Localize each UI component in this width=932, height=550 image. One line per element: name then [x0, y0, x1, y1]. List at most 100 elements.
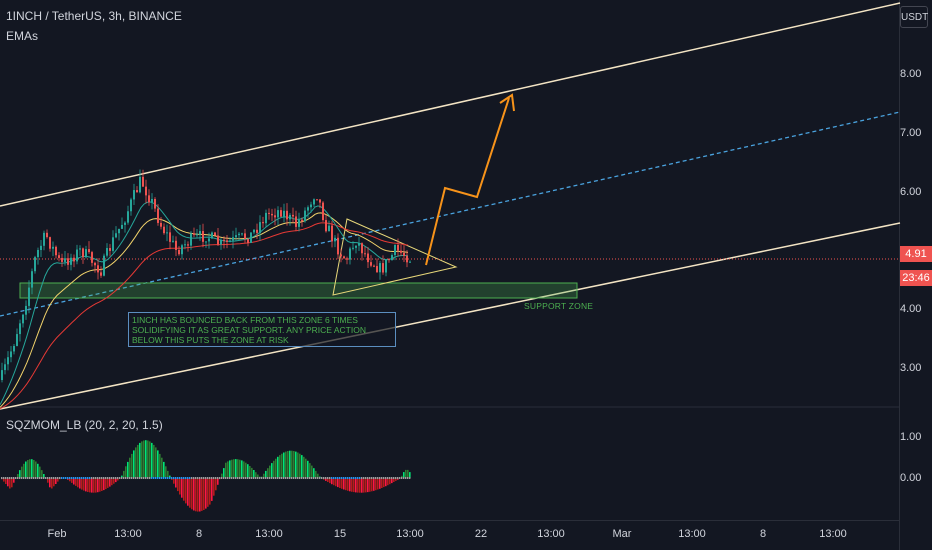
candle-body [223, 239, 225, 241]
squeeze-momentum-histogram [1, 440, 411, 512]
squeeze-dot [115, 477, 117, 479]
squeeze-dot [187, 477, 189, 479]
momentum-bar [317, 473, 319, 478]
squeeze-dot [237, 477, 239, 479]
analysis-note[interactable]: 1INCH HAS BOUNCED BACK FROM THIS ZONE 6 … [128, 312, 396, 347]
candle-body [175, 240, 177, 250]
candle-body [355, 245, 357, 248]
momentum-bar [35, 461, 37, 478]
momentum-bar [165, 466, 167, 478]
momentum-bar [95, 478, 97, 493]
currency-button[interactable]: USDT [900, 6, 928, 28]
momentum-bar [367, 478, 369, 493]
momentum-bar [357, 478, 359, 493]
momentum-bar [387, 478, 389, 486]
candle-body [247, 239, 249, 243]
momentum-bar [31, 459, 33, 478]
squeeze-dot [197, 477, 199, 479]
momentum-bar [267, 468, 269, 478]
squeeze-dot [157, 477, 159, 479]
candle-body [268, 212, 270, 214]
squeeze-dot [27, 477, 29, 479]
squeeze-dot [143, 477, 145, 479]
squeeze-dot [37, 477, 39, 479]
squeeze-dot [349, 477, 351, 479]
momentum-bar [403, 472, 405, 478]
candle-body [388, 259, 390, 261]
momentum-bar [341, 478, 343, 489]
momentum-bar [13, 478, 15, 483]
momentum-bar [113, 478, 115, 484]
momentum-bar [275, 458, 277, 478]
candle-body [331, 225, 333, 242]
momentum-bar [135, 447, 137, 478]
candle-body [232, 237, 234, 241]
momentum-bar [239, 459, 241, 478]
momentum-bar [395, 478, 397, 481]
squeeze-dot [409, 477, 411, 479]
momentum-bar [97, 478, 99, 493]
squeeze-dot [365, 477, 367, 479]
support-zone-label: SUPPORT ZONE [524, 301, 594, 311]
candle-body [1, 370, 3, 380]
momentum-bar [83, 478, 85, 491]
momentum-bar [141, 441, 143, 478]
squeeze-dot [353, 477, 355, 479]
momentum-bar [47, 478, 49, 483]
momentum-bar [257, 474, 259, 478]
oscillator-label[interactable]: SQZMOM_LB (20, 2, 20, 1.5) [6, 418, 163, 432]
squeeze-dot [91, 477, 93, 479]
squeeze-dot [345, 477, 347, 479]
squeeze-dot [221, 477, 223, 479]
candle-body [265, 212, 267, 224]
squeeze-dot [293, 477, 295, 479]
momentum-bar [115, 478, 117, 483]
momentum-bar [173, 478, 175, 484]
candle-body [121, 224, 123, 229]
ema-indicator-label[interactable]: EMAs [6, 29, 39, 43]
squeeze-dot [351, 477, 353, 479]
squeeze-dot [257, 477, 259, 479]
candle-body [373, 265, 375, 267]
squeeze-dot [195, 477, 197, 479]
squeeze-dot [235, 477, 237, 479]
momentum-bar [293, 451, 295, 478]
squeeze-dot [155, 477, 157, 479]
squeeze-dot [315, 477, 317, 479]
candle-body [46, 232, 48, 238]
momentum-bar [247, 464, 249, 478]
momentum-bar [373, 478, 375, 491]
squeeze-dot [93, 477, 95, 479]
squeeze-dot [245, 477, 247, 479]
momentum-bar [303, 456, 305, 478]
squeeze-dot [295, 477, 297, 479]
symbol-title[interactable]: 1INCH / TetherUS, 3h, BINANCE [6, 9, 182, 23]
momentum-bar [37, 463, 39, 478]
momentum-bar [151, 442, 153, 478]
osc-tick-label: 0.00 [900, 472, 922, 484]
squeeze-dot [145, 477, 147, 479]
momentum-bar [201, 478, 203, 511]
squeeze-dot [151, 477, 153, 479]
squeeze-dot [225, 477, 227, 479]
squeeze-dot [309, 477, 311, 479]
squeeze-dot [339, 477, 341, 479]
momentum-bar [193, 478, 195, 511]
squeeze-dot [99, 477, 101, 479]
squeeze-dot [287, 477, 289, 479]
squeeze-dot [359, 477, 361, 479]
momentum-bar [87, 478, 89, 492]
momentum-bar [177, 478, 179, 492]
candle-body [154, 198, 156, 209]
squeeze-dot [209, 477, 211, 479]
momentum-bar [339, 478, 341, 488]
momentum-bar [175, 478, 177, 488]
triangle-pattern [332, 218, 458, 296]
candle-body [196, 234, 198, 236]
support-zone-box [19, 282, 578, 299]
squeeze-dot [17, 477, 19, 479]
candle-body [322, 202, 324, 221]
projection-arrow [425, 97, 510, 266]
